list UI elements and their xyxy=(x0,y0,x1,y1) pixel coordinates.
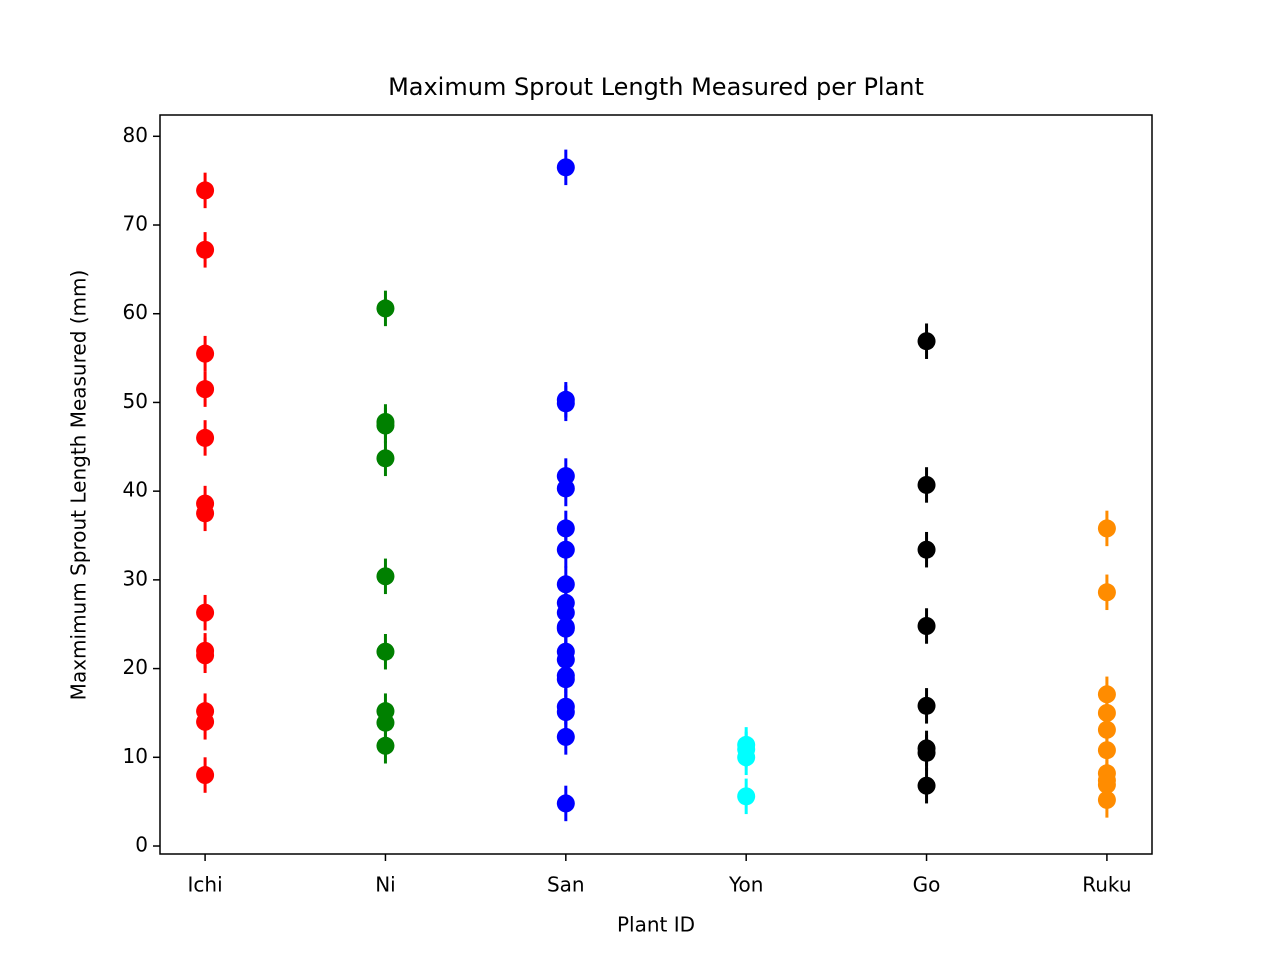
x-tick-label: Yon xyxy=(728,873,763,897)
point xyxy=(376,713,395,732)
y-tick-label: 80 xyxy=(123,123,148,147)
point xyxy=(196,344,215,363)
point xyxy=(196,181,215,200)
point xyxy=(376,449,395,468)
point xyxy=(917,475,936,494)
point xyxy=(917,776,936,795)
point xyxy=(556,794,575,813)
x-axis-label: Plant ID xyxy=(617,913,695,937)
point xyxy=(376,299,395,318)
x-tick-label: San xyxy=(547,873,585,897)
point xyxy=(737,787,756,806)
point xyxy=(196,712,215,731)
point xyxy=(556,540,575,559)
point xyxy=(556,158,575,177)
point xyxy=(376,642,395,661)
y-tick-label: 20 xyxy=(123,655,148,679)
point xyxy=(196,766,215,785)
y-tick-label: 30 xyxy=(123,566,148,590)
point xyxy=(556,703,575,722)
y-tick-label: 40 xyxy=(123,478,148,502)
point xyxy=(196,504,215,523)
x-tick-label: Ichi xyxy=(188,873,223,897)
point xyxy=(196,240,215,259)
point xyxy=(917,696,936,715)
plot-frame xyxy=(159,114,1153,855)
x-tick-label: Ni xyxy=(375,873,396,897)
point xyxy=(917,332,936,351)
chart-title: Maximum Sprout Length Measured per Plant xyxy=(388,73,924,101)
point xyxy=(917,617,936,636)
point xyxy=(1097,741,1116,760)
y-tick-label: 10 xyxy=(123,744,148,768)
point xyxy=(556,394,575,413)
point xyxy=(556,619,575,638)
point xyxy=(1097,720,1116,739)
point xyxy=(737,748,756,767)
y-axis-label: Maxmimum Sprout Length Measured (mm) xyxy=(67,270,91,701)
point xyxy=(1097,583,1116,602)
point xyxy=(376,567,395,586)
point xyxy=(917,540,936,559)
point xyxy=(556,670,575,689)
point xyxy=(1097,519,1116,538)
point xyxy=(1097,790,1116,809)
point xyxy=(196,646,215,665)
point xyxy=(556,519,575,538)
point xyxy=(556,727,575,746)
point xyxy=(917,743,936,762)
point xyxy=(196,428,215,447)
point xyxy=(556,479,575,498)
point xyxy=(1097,685,1116,704)
point xyxy=(376,736,395,755)
y-tick-label: 70 xyxy=(123,212,148,236)
x-tick-label: Go xyxy=(913,873,941,897)
point xyxy=(556,575,575,594)
y-tick-label: 50 xyxy=(123,389,148,413)
point xyxy=(196,603,215,622)
point xyxy=(196,380,215,399)
point xyxy=(376,416,395,435)
x-tick-label: Ruku xyxy=(1082,873,1131,897)
y-tick-label: 0 xyxy=(135,833,148,857)
y-tick-label: 60 xyxy=(123,300,148,324)
